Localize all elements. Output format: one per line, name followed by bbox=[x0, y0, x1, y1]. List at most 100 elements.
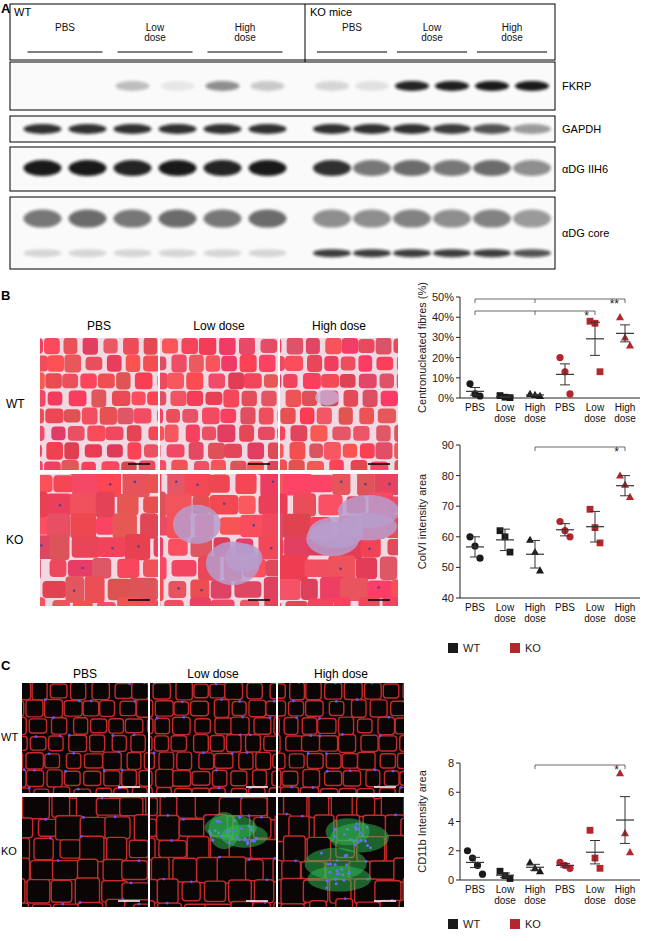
muscle-fibre bbox=[121, 461, 136, 470]
fibre-outline bbox=[375, 881, 401, 902]
fibre-outline bbox=[22, 770, 26, 788]
muscle-fibre bbox=[265, 560, 278, 577]
chart: 0%10%20%30%40%50%Centronucleated fibres … bbox=[416, 282, 640, 424]
fibre-outline bbox=[357, 797, 375, 817]
blot-band bbox=[206, 81, 240, 91]
fibre-outline bbox=[45, 754, 60, 768]
y-tick bbox=[456, 297, 460, 298]
muscle-fibre bbox=[189, 355, 204, 372]
lane-underline bbox=[28, 52, 103, 53]
fibre-outline bbox=[404, 797, 405, 817]
x-tick-label: Lowdose bbox=[494, 602, 516, 624]
muscle-fibre bbox=[303, 373, 321, 389]
muscle-fibre bbox=[280, 373, 281, 388]
x-tick-label: Highdose bbox=[524, 884, 546, 906]
error-bar bbox=[530, 394, 540, 395]
data-point bbox=[626, 493, 634, 500]
fibre-outline bbox=[231, 788, 246, 793]
nucleus bbox=[341, 733, 344, 736]
fibre-outline bbox=[247, 683, 262, 699]
error-bar bbox=[470, 387, 480, 395]
x-tick-label-line: dose bbox=[584, 613, 606, 624]
nucleus bbox=[266, 878, 269, 881]
fibre-outline bbox=[139, 771, 148, 787]
muscle-fibre bbox=[280, 426, 285, 440]
muscle-fibre bbox=[46, 442, 63, 460]
fibre-outline bbox=[45, 700, 63, 718]
muscle-fibre bbox=[171, 354, 186, 372]
micrograph bbox=[278, 797, 404, 907]
fibre-outline bbox=[195, 719, 210, 733]
muscle-fibre bbox=[393, 339, 398, 354]
fibre-outline bbox=[253, 770, 267, 787]
muscle-fibre bbox=[358, 339, 374, 353]
central-nucleus bbox=[177, 587, 180, 590]
muscle-fibre bbox=[190, 597, 211, 606]
central-nucleus bbox=[252, 524, 255, 527]
muscle-fibre bbox=[268, 443, 278, 459]
muscle-fibre bbox=[219, 338, 236, 355]
muscle-fibre bbox=[228, 373, 244, 390]
column-label: PBS bbox=[73, 667, 97, 681]
central-nucleus bbox=[59, 504, 62, 507]
fibre-outline bbox=[246, 860, 264, 881]
muscle-fibre bbox=[127, 442, 141, 459]
fibre-outline bbox=[282, 771, 298, 785]
error-bar bbox=[470, 537, 480, 557]
fibre-outline bbox=[300, 787, 318, 793]
fibre-outline bbox=[357, 789, 374, 793]
fibre-outline bbox=[69, 735, 87, 751]
muscle-fibre bbox=[289, 460, 305, 470]
error-bar bbox=[560, 524, 570, 536]
error-bar bbox=[530, 540, 540, 568]
muscle-fibre bbox=[280, 443, 284, 458]
y-tick-label: 70 bbox=[442, 500, 454, 512]
legend-swatch bbox=[448, 919, 458, 929]
x-tick-label-line: High bbox=[525, 402, 546, 413]
muscle-fibre bbox=[61, 460, 79, 470]
muscle-fibre bbox=[324, 442, 341, 460]
blot-band bbox=[249, 124, 287, 134]
x-tick-label-line: PBS bbox=[555, 602, 575, 613]
data-point bbox=[507, 875, 514, 882]
muscle-fibre bbox=[202, 427, 216, 441]
nucleus bbox=[369, 846, 372, 849]
nucleus bbox=[344, 897, 347, 900]
muscle-fibre bbox=[45, 409, 63, 424]
nucleus bbox=[143, 683, 146, 684]
fibre-outline bbox=[150, 901, 155, 907]
y-tick-label: 10% bbox=[432, 372, 454, 384]
muscle-fibre bbox=[309, 444, 323, 458]
nucleus bbox=[387, 716, 390, 719]
muscle-fibre bbox=[65, 576, 84, 602]
muscle-fibre bbox=[300, 407, 315, 424]
fibre-outline bbox=[391, 701, 404, 715]
nucleus bbox=[320, 852, 323, 855]
nucleus bbox=[232, 830, 235, 833]
nucleus bbox=[150, 899, 151, 902]
fibre-outline bbox=[122, 770, 137, 787]
blot-band bbox=[315, 81, 349, 91]
blot-band bbox=[24, 160, 62, 176]
muscle-fibre bbox=[106, 426, 124, 440]
data-point bbox=[497, 527, 504, 534]
nucleus bbox=[337, 872, 340, 875]
fibrotic-region bbox=[315, 389, 339, 405]
fibre-outline bbox=[239, 753, 253, 770]
y-tick bbox=[456, 337, 460, 338]
figure: AWTKO micePBSLowdoseHighdosePBSLowdoseHi… bbox=[0, 0, 647, 941]
scale-bar bbox=[368, 599, 390, 601]
muscle-fibre bbox=[334, 597, 351, 606]
blot-band bbox=[114, 160, 152, 176]
muscle-fibre bbox=[261, 391, 276, 407]
muscle-fibre bbox=[80, 373, 96, 388]
fibre-outline bbox=[26, 700, 43, 717]
nucleus bbox=[366, 844, 369, 847]
fibre-outline bbox=[50, 684, 67, 698]
fibre-outline bbox=[290, 683, 305, 700]
x-tick-label: PBS bbox=[555, 602, 575, 613]
y-axis-label: CD11b Intensity area bbox=[416, 769, 428, 872]
fibre-outline bbox=[22, 737, 27, 751]
muscle-fibre bbox=[112, 391, 130, 406]
data-point bbox=[616, 313, 624, 320]
